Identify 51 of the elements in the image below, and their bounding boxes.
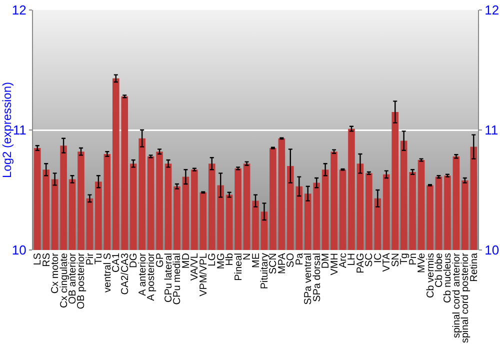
y-tick-label: 12: [12, 2, 26, 18]
x-tick-label: SC: [364, 253, 376, 267]
x-tick-label: VMH: [329, 253, 340, 276]
x-tick-label: CA1: [111, 252, 122, 272]
x-tick-label: CPu medial: [172, 253, 184, 305]
x-tick-label: Pn: [408, 253, 419, 266]
x-tick-label: Cb nucleus: [442, 253, 454, 304]
x-tick-label: Cb lobe: [434, 252, 445, 288]
y2-tick-label: 11: [484, 122, 498, 138]
y-axis-title: Log2 (expression): [0, 82, 14, 178]
x-tick-label: A anterior: [137, 252, 148, 296]
x-tick-label: Tu: [94, 253, 105, 264]
x-tick-label: LS: [32, 252, 44, 266]
x-tick-label: spinal cord posterior: [460, 252, 472, 344]
x-tick-label: A posterior: [146, 252, 158, 301]
x-tick-label: Pituitary: [259, 253, 270, 290]
x-tick-label: VTA: [382, 252, 393, 272]
x-tick-label: spinal cord anterior: [451, 252, 462, 338]
x-tick-label: Arc: [338, 253, 349, 268]
x-tick-label: Pineal: [233, 253, 244, 281]
x-tick-label: SN: [390, 253, 402, 267]
x-tick-label: SPa dorsal: [312, 253, 323, 302]
x-tick-label: LH: [346, 253, 358, 266]
x-tick-label: Tg: [399, 253, 410, 265]
x-tick-label: DM: [320, 253, 332, 269]
y-tick-label: 11: [12, 122, 26, 138]
y2-tick-label: 12: [484, 2, 500, 18]
x-tick-label: MPA: [276, 252, 288, 274]
x-tick-label: VPM/VPL: [198, 252, 210, 296]
x-tick-label: DG: [128, 252, 140, 268]
x-tick-label: PAG: [355, 252, 366, 274]
x-tick-label: SO: [286, 252, 297, 268]
x-tick-label: Hb: [224, 252, 236, 266]
x-tick-label: GP: [154, 252, 166, 268]
x-tick-label: OB posterior: [76, 252, 88, 310]
y-tick-label: 10: [12, 242, 26, 258]
x-tick-label: N: [242, 253, 254, 260]
y2-tick-label: 10: [484, 242, 500, 258]
x-tick-label: Cx cingulate: [58, 252, 70, 308]
x-tick-label: Pir: [84, 252, 96, 266]
x-tick-label: CA2/CA3: [120, 252, 131, 295]
x-tick-label: Retina: [468, 252, 480, 282]
x-tick-label: SCN: [268, 253, 280, 274]
x-tick-label: Pa: [294, 252, 306, 266]
x-tick-label: IC: [372, 253, 384, 263]
x-tick-label: MVe: [416, 252, 428, 274]
x-tick-label: RS: [41, 252, 52, 267]
x-tick-label: ventral S: [102, 252, 114, 292]
x-tick-label: LG: [207, 252, 218, 266]
x-tick-label: CPu lateral: [164, 253, 174, 302]
x-tick-label: ME: [250, 252, 262, 268]
